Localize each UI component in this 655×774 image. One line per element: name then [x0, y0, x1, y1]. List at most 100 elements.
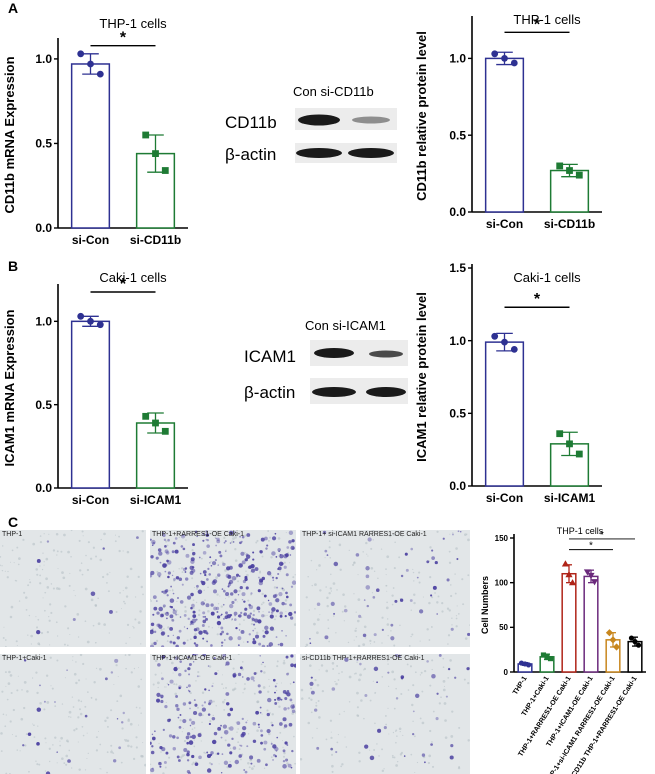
membrane-pore	[385, 584, 388, 587]
migrated-cell	[193, 635, 197, 640]
migrated-cell	[288, 530, 294, 535]
membrane-pore	[256, 729, 259, 732]
membrane-pore	[212, 682, 214, 685]
membrane-pore	[186, 639, 189, 642]
migrated-cell	[418, 609, 424, 614]
migrated-cell	[104, 677, 108, 681]
migrated-cell	[244, 770, 248, 774]
migrated-cell	[114, 658, 119, 663]
migrated-cell	[410, 547, 414, 551]
membrane-pore	[32, 542, 36, 546]
micrograph-field	[150, 530, 296, 647]
membrane-pore	[189, 692, 192, 695]
membrane-pore	[170, 657, 172, 659]
migrated-cell	[157, 548, 162, 552]
membrane-pore	[175, 609, 178, 612]
membrane-pore	[260, 603, 263, 606]
migrated-cell	[152, 613, 155, 616]
membrane-pore	[381, 769, 385, 773]
membrane-pore	[75, 727, 78, 731]
migrated-cell	[263, 740, 268, 745]
membrane-pore	[247, 761, 250, 765]
migrated-cell	[234, 614, 236, 617]
migrated-cell	[195, 643, 199, 647]
data-point	[96, 321, 104, 329]
migrated-cell	[316, 602, 321, 606]
migrated-cell	[272, 579, 275, 581]
membrane-pore	[163, 628, 165, 630]
membrane-pore	[72, 656, 74, 658]
membrane-pore	[238, 623, 241, 626]
migrated-cell	[196, 675, 199, 678]
membrane-pore	[447, 643, 449, 645]
migrated-cell	[186, 732, 191, 736]
membrane-pore	[308, 654, 311, 656]
migrated-cell	[330, 601, 335, 606]
migrated-cell	[202, 539, 205, 542]
membrane-pore	[150, 598, 151, 601]
migrated-cell	[248, 633, 251, 636]
significance-star: *	[589, 541, 593, 552]
membrane-pore	[314, 608, 316, 610]
migrated-cell	[208, 689, 210, 692]
membrane-pore	[48, 747, 51, 750]
membrane-pore	[87, 752, 89, 755]
migrated-cell	[284, 602, 287, 606]
membrane-pore	[191, 728, 194, 731]
migrated-cell	[289, 698, 293, 702]
membrane-pore	[82, 734, 85, 737]
migrated-cell	[232, 746, 237, 750]
migrated-cell	[285, 635, 287, 637]
migrated-cell	[165, 551, 170, 555]
micrograph-si-cd11b-rarres1-oe: si-CD11b THP-1+RARRES1-OE Caki-1	[300, 654, 470, 774]
migrated-cell	[191, 720, 196, 725]
membrane-pore	[273, 586, 277, 589]
migrated-cell	[150, 767, 155, 773]
membrane-pore	[399, 730, 401, 733]
membrane-pore	[360, 616, 363, 619]
migrated-cell	[187, 684, 191, 688]
data-point	[142, 412, 150, 420]
membrane-pore	[385, 574, 387, 576]
migrated-cell	[259, 550, 263, 554]
membrane-pore	[99, 768, 101, 770]
blot-band-label-icam1: ICAM1	[244, 347, 296, 366]
membrane-pore	[292, 576, 295, 579]
migrated-cell	[90, 591, 96, 597]
migrated-cell	[188, 663, 192, 666]
membrane-pore	[373, 570, 376, 573]
membrane-pore	[291, 702, 293, 704]
migrated-cell	[189, 623, 192, 626]
migrated-cell	[262, 661, 264, 664]
migrated-cell	[219, 554, 223, 558]
migrated-cell	[216, 539, 221, 544]
membrane-pore	[270, 756, 273, 758]
migrated-cell	[152, 541, 156, 545]
bar	[70, 320, 111, 489]
migrated-cell	[173, 666, 178, 672]
migrated-cell	[161, 631, 166, 636]
membrane-pore	[101, 575, 105, 579]
membrane-pore	[243, 619, 245, 621]
migrated-cell	[283, 724, 288, 728]
migrated-cell	[309, 681, 314, 686]
membrane-pore	[169, 589, 171, 592]
migrated-cell	[178, 726, 182, 729]
membrane-pore	[8, 670, 11, 674]
migrated-cell	[277, 567, 280, 571]
membrane-pore	[82, 662, 85, 666]
migrated-cell	[270, 742, 273, 745]
migrated-cell	[211, 716, 216, 721]
membrane-pore	[4, 671, 7, 674]
migrated-cell	[244, 607, 248, 611]
migrated-cell	[190, 557, 195, 562]
membrane-pore	[316, 569, 318, 571]
micrograph-thp1: THP-1	[0, 530, 146, 647]
membrane-pore	[465, 533, 468, 535]
migrated-cell	[355, 553, 360, 557]
membrane-pore	[431, 741, 433, 743]
membrane-pore	[140, 754, 143, 758]
migrated-cell	[210, 763, 213, 766]
membrane-pore	[412, 571, 415, 574]
membrane-pore	[426, 628, 429, 631]
